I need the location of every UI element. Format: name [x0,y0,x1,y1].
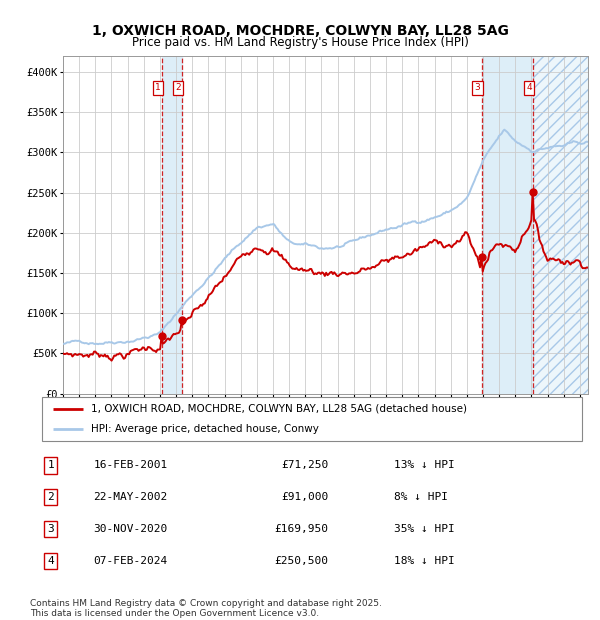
Text: 18% ↓ HPI: 18% ↓ HPI [394,556,455,566]
Text: £250,500: £250,500 [274,556,328,566]
Text: HPI: Average price, detached house, Conwy: HPI: Average price, detached house, Conw… [91,424,319,435]
Text: 30-NOV-2020: 30-NOV-2020 [94,524,168,534]
Text: 1, OXWICH ROAD, MOCHDRE, COLWYN BAY, LL28 5AG (detached house): 1, OXWICH ROAD, MOCHDRE, COLWYN BAY, LL2… [91,404,467,414]
Text: 35% ↓ HPI: 35% ↓ HPI [394,524,455,534]
Text: 1: 1 [47,461,55,471]
Text: Price paid vs. HM Land Registry's House Price Index (HPI): Price paid vs. HM Land Registry's House … [131,36,469,49]
Text: 07-FEB-2024: 07-FEB-2024 [94,556,168,566]
Text: 1, OXWICH ROAD, MOCHDRE, COLWYN BAY, LL28 5AG: 1, OXWICH ROAD, MOCHDRE, COLWYN BAY, LL2… [92,24,508,38]
Bar [533,56,588,394]
Text: £169,950: £169,950 [274,524,328,534]
Text: Contains HM Land Registry data © Crown copyright and database right 2025.
This d: Contains HM Land Registry data © Crown c… [30,599,382,618]
Text: 4: 4 [47,556,55,566]
Text: £91,000: £91,000 [281,492,328,502]
Text: 3: 3 [47,524,55,534]
Text: 13% ↓ HPI: 13% ↓ HPI [394,461,455,471]
Text: 1: 1 [155,84,161,92]
Text: 2: 2 [47,492,55,502]
FancyBboxPatch shape [42,397,582,441]
Text: 2: 2 [175,84,181,92]
Bar [533,56,588,394]
Text: £71,250: £71,250 [281,461,328,471]
Text: 3: 3 [475,84,481,92]
Text: 8% ↓ HPI: 8% ↓ HPI [394,492,448,502]
Bar [162,56,182,394]
Text: 22-MAY-2002: 22-MAY-2002 [94,492,168,502]
Text: 16-FEB-2001: 16-FEB-2001 [94,461,168,471]
Bar [482,56,533,394]
Text: 4: 4 [526,84,532,92]
